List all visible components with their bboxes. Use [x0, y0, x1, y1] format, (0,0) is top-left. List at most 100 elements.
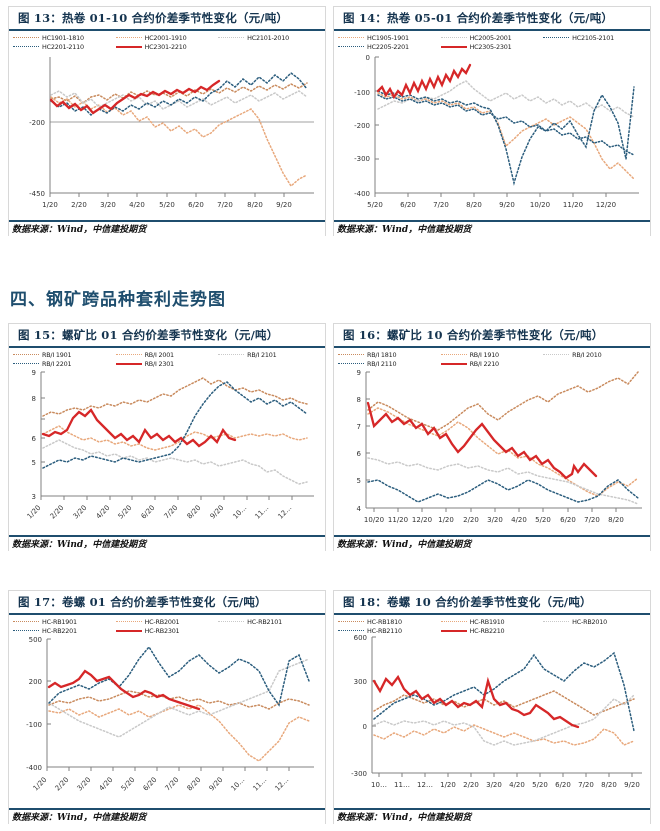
svg-text:8: 8	[357, 396, 361, 404]
svg-text:5/20: 5/20	[532, 781, 548, 789]
legend-item[interactable]: HC2305-2301	[440, 42, 544, 51]
svg-text:3/20: 3/20	[72, 504, 89, 521]
figure-title-16: 图 16：螺矿比 10 合约价差季节性变化（元/吨）	[334, 324, 650, 348]
legend-swatch	[338, 363, 364, 364]
svg-text:12…: 12…	[276, 504, 293, 521]
legend-item[interactable]: HC-RB2101	[218, 617, 321, 626]
legend-item[interactable]: RB/I 2101	[218, 350, 321, 359]
figure-card-15: 图 15：螺矿比 01 合约价差季节性变化（元/吨） RB/I 1901 RB/…	[8, 323, 326, 554]
legend-swatch	[440, 45, 467, 48]
legend-label: HC2205-2201	[367, 42, 409, 51]
legend-item[interactable]: HC-RB1901	[13, 617, 116, 626]
legend-label: RB/I 2301	[144, 359, 175, 368]
legend-item[interactable]: HC-RB1910	[440, 617, 544, 626]
svg-text:12/20: 12/20	[412, 516, 432, 524]
legend-swatch	[218, 621, 245, 622]
legend-label: HC-RB2001	[144, 617, 180, 626]
svg-text:10…: 10…	[371, 781, 387, 789]
legend-item[interactable]: HC-RB2201	[13, 626, 116, 635]
legend-item[interactable]: HC2105-2101	[543, 33, 646, 42]
chart-svg-15: 9 8 6 5 3	[26, 369, 314, 521]
svg-text:1/20: 1/20	[26, 504, 43, 521]
svg-text:7/20: 7/20	[578, 781, 594, 789]
legend-item[interactable]: HC2205-2201	[338, 42, 441, 51]
legend-15: RB/I 1901 RB/I 2001 RB/I 2101 RB/I 2201 …	[9, 350, 325, 368]
svg-text:4/20: 4/20	[95, 504, 112, 521]
legend-item[interactable]: HC2001-1910	[115, 33, 219, 42]
svg-text:9/20: 9/20	[499, 201, 515, 209]
svg-text:11…: 11…	[394, 781, 410, 789]
svg-text:8: 8	[32, 395, 36, 403]
svg-text:300: 300	[354, 678, 367, 686]
svg-text:0: 0	[366, 54, 370, 62]
legend-label: HC1905-1901	[367, 33, 409, 42]
legend-item[interactable]: HC-RB2210	[440, 626, 544, 635]
legend-item[interactable]: HC1901-1810	[13, 33, 116, 42]
legend-item[interactable]: RB/I 2301	[115, 359, 219, 368]
legend-label: HC2101-2010	[247, 33, 290, 42]
svg-text:11…: 11…	[253, 504, 270, 521]
legend-item[interactable]: HC1905-1901	[338, 33, 441, 42]
source-note-14: 数据来源：Wind，中信建投期货	[334, 220, 650, 239]
figure-card-17: 图 17：卷螺 01 合约价差季节性变化（元/吨） HC-RB1901 HC-R…	[8, 590, 326, 827]
legend-swatch	[13, 630, 39, 631]
legend-item[interactable]: RB/I 2210	[440, 359, 544, 368]
plot-area-13: -200 -450 1/20 2/20 3/20 4/20	[9, 51, 325, 219]
chart-svg-17: 500 200 -100 -400	[26, 636, 314, 793]
svg-text:9/20: 9/20	[624, 781, 640, 789]
legend-item[interactable]: RB/I 1910	[440, 350, 544, 359]
legend-label: HC-RB2010	[572, 617, 607, 626]
svg-text:1/20: 1/20	[440, 781, 456, 789]
plot-area-18: 600 300 0 -300	[334, 633, 650, 807]
legend-swatch	[13, 354, 39, 355]
chart-svg-14: 0 -100 -200 -300 -400	[354, 54, 639, 209]
legend-label: RB/I 2110	[367, 359, 397, 368]
figure-title-18: 图 18：卷螺 10 合约价差季节性变化（元/吨）	[334, 591, 650, 615]
plot-area-14: 0 -100 -200 -300 -400	[334, 51, 650, 219]
svg-text:10/20: 10/20	[364, 516, 384, 524]
legend-label: RB/I 2210	[469, 359, 500, 368]
legend-label: HC-RB2301	[144, 626, 180, 635]
svg-text:5: 5	[357, 477, 361, 485]
legend-item[interactable]: HC2101-2010	[218, 33, 321, 42]
svg-text:3/20: 3/20	[486, 781, 502, 789]
legend-item[interactable]: RB/I 1810	[338, 350, 441, 359]
legend-swatch	[543, 354, 570, 355]
legend-item[interactable]: HC2005-2001	[440, 33, 544, 42]
svg-text:7/20: 7/20	[217, 201, 233, 209]
legend-13: HC1901-1810 HC2001-1910 HC2101-2010 HC22…	[9, 33, 325, 51]
figure-card-13: 图 13：热卷 01-10 合约价差季节性变化（元/吨） HC1901-1810…	[8, 6, 326, 239]
legend-swatch	[115, 621, 142, 622]
legend-swatch	[115, 362, 142, 365]
legend-item[interactable]: HC-RB2001	[115, 617, 219, 626]
plot-area-17: 500 200 -100 -400	[9, 633, 325, 807]
figure-card-14: 图 14：热卷 05-01 合约价差季节性变化（元/吨） HC1905-1901…	[333, 6, 651, 239]
svg-text:-400: -400	[354, 190, 370, 198]
legend-item[interactable]: RB/I 1901	[13, 350, 116, 359]
legend-item[interactable]: HC-RB2010	[543, 617, 646, 626]
svg-text:12/20: 12/20	[596, 201, 616, 209]
svg-text:3/20: 3/20	[100, 201, 116, 209]
axes: 9 8 7 6 5 4	[357, 369, 642, 524]
svg-text:2/20: 2/20	[71, 201, 87, 209]
legend-swatch	[440, 621, 467, 622]
legend-item[interactable]: HC-RB1810	[338, 617, 441, 626]
svg-text:5/20: 5/20	[159, 201, 175, 209]
legend-item[interactable]: HC-RB2301	[115, 626, 219, 635]
legend-item[interactable]: RB/I 2001	[115, 350, 219, 359]
legend-item[interactable]: RB/I 2010	[543, 350, 646, 359]
legend-item[interactable]: RB/I 2201	[13, 359, 116, 368]
figure-title-17: 图 17：卷螺 01 合约价差季节性变化（元/吨）	[9, 591, 325, 615]
legend-label: HC1901-1810	[42, 33, 84, 42]
legend-item[interactable]: HC2301-2210	[115, 42, 219, 51]
legend-item[interactable]: RB/I 2110	[338, 359, 441, 368]
svg-text:-100: -100	[354, 89, 370, 97]
svg-text:7/20: 7/20	[163, 504, 180, 521]
legend-item[interactable]: HC-RB2110	[338, 626, 441, 635]
svg-text:3/20: 3/20	[76, 776, 93, 793]
legend-item[interactable]: HC2201-2110	[13, 42, 116, 51]
legend-swatch	[115, 354, 142, 355]
chart-svg-18: 600 300 0 -300	[351, 634, 642, 789]
svg-text:-300: -300	[351, 770, 367, 778]
legend-swatch	[115, 45, 142, 48]
